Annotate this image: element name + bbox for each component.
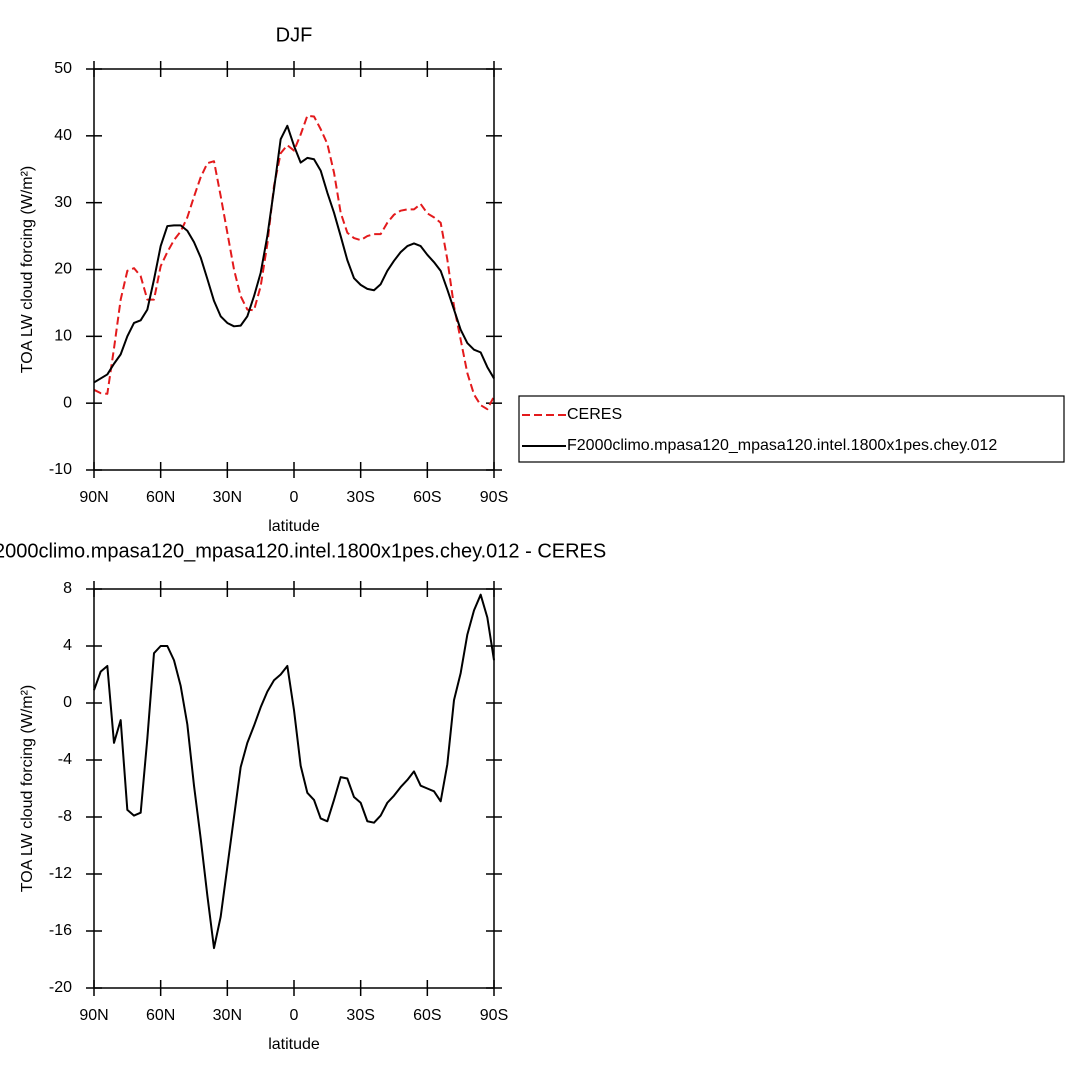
y-tick-label: 40 [54, 127, 72, 144]
y-tick-label: 4 [63, 637, 72, 654]
y-axis-label: TOA LW cloud forcing (W/m²) [19, 685, 36, 892]
x-tick-label: 60S [413, 1007, 441, 1024]
x-axis-label: latitude [268, 1036, 320, 1053]
chart-title: F2000climo.mpasa120_mpasa120.intel.1800x… [0, 540, 606, 562]
x-tick-label: 90N [79, 1007, 108, 1024]
x-tick-label: 60N [146, 489, 175, 506]
legend-label: CERES [567, 406, 622, 423]
y-tick-label: 50 [54, 60, 72, 77]
x-tick-label: 30S [346, 1007, 374, 1024]
x-tick-label: 30S [346, 489, 374, 506]
y-tick-label: 30 [54, 194, 72, 211]
y-tick-label: -8 [58, 808, 72, 825]
y-tick-label: -16 [49, 922, 72, 939]
y-tick-label: -10 [49, 461, 72, 478]
y-axis-label: TOA LW cloud forcing (W/m²) [19, 166, 36, 373]
x-tick-label: 90S [480, 1007, 508, 1024]
x-tick-label: 0 [290, 489, 299, 506]
x-tick-label: 0 [290, 1007, 299, 1024]
legend-label: F2000climo.mpasa120_mpasa120.intel.1800x… [567, 437, 997, 454]
y-tick-label: 10 [54, 328, 72, 345]
y-tick-label: 0 [63, 394, 72, 411]
data-line [93, 124, 495, 384]
y-tick-label: 0 [63, 694, 72, 711]
y-tick-label: -4 [58, 751, 72, 768]
x-tick-label: 30N [213, 1007, 242, 1024]
data-line [93, 114, 495, 411]
plot-frame [93, 588, 495, 989]
plot-frame [93, 68, 495, 471]
data-line [93, 593, 495, 950]
y-tick-label: 20 [54, 261, 72, 278]
x-tick-label: 60N [146, 1007, 175, 1024]
x-tick-label: 90S [480, 489, 508, 506]
x-tick-label: 90N [79, 489, 108, 506]
chart-title: DJF [276, 24, 313, 46]
x-axis-label: latitude [268, 518, 320, 535]
x-tick-label: 30N [213, 489, 242, 506]
y-tick-label: -12 [49, 865, 72, 882]
y-tick-label: -20 [49, 979, 72, 996]
legend-frame [518, 395, 1065, 463]
y-tick-label: 8 [63, 580, 72, 597]
x-tick-label: 60S [413, 489, 441, 506]
